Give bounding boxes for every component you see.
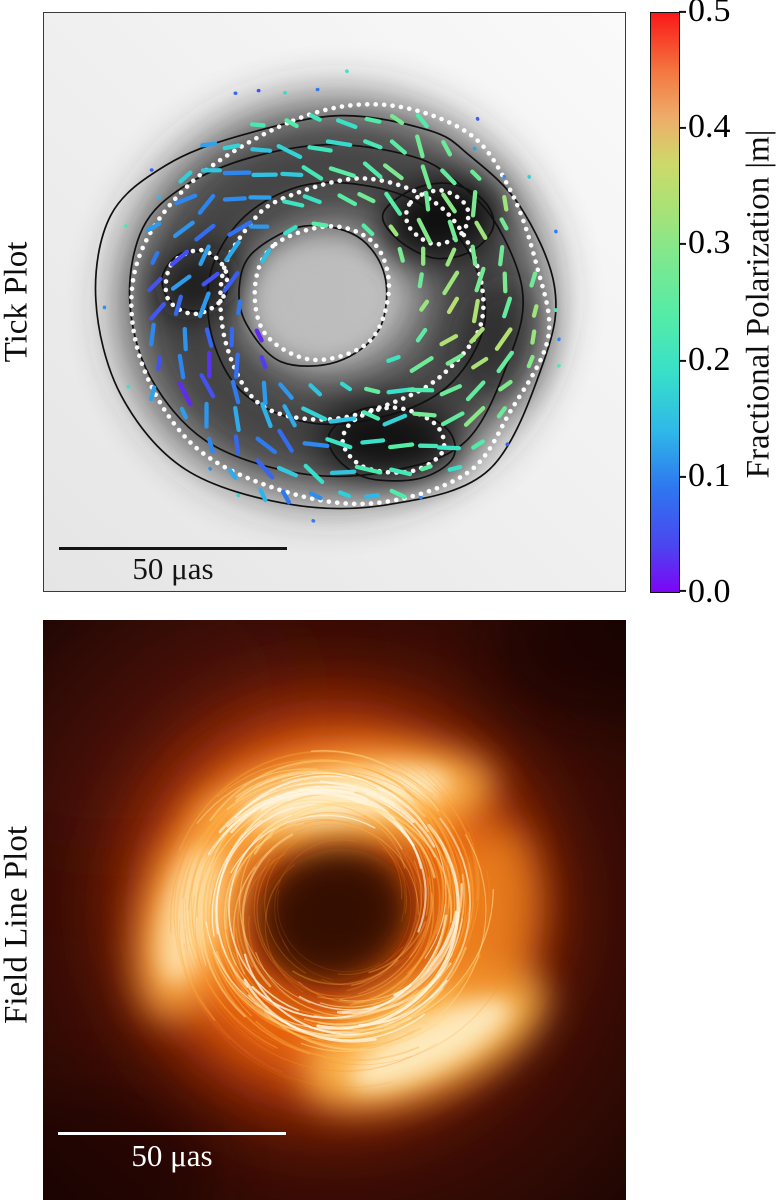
colorbar-tick-label: 0.1 (688, 457, 731, 495)
colorbar-tick-mark (679, 475, 686, 479)
scalebar-label: 50 μas (131, 1138, 213, 1173)
field-line-panel: 50 μas (43, 620, 626, 1200)
scalebar-line (59, 547, 287, 550)
field-line-plot-title: Field Line Plot (0, 826, 35, 1024)
colorbar-tick-label: 0.3 (688, 224, 731, 262)
colorbar-tick-mark (679, 242, 686, 246)
scalebar-label: 50 μas (132, 551, 214, 586)
colorbar-tick-label: 0.5 (688, 0, 731, 30)
tick-plot-title: Tick Plot (0, 241, 35, 363)
colorbar-tick-label: 0.4 (688, 108, 731, 146)
colorbar-axis-label: Fractional Polarization |m| (740, 129, 777, 479)
scalebar-line (58, 1132, 286, 1135)
tick-plot-panel: 50 μas (43, 12, 626, 592)
colorbar-tick-mark (679, 126, 686, 130)
field-line-canvas (43, 620, 626, 1200)
colorbar (650, 12, 680, 593)
colorbar-tick-label: 0.0 (688, 573, 731, 611)
tick-plot-canvas (44, 13, 625, 591)
colorbar-tick-label: 0.2 (688, 341, 731, 379)
colorbar-tick-mark (679, 589, 686, 593)
colorbar-tick-mark (679, 359, 686, 363)
colorbar-tick-mark (679, 10, 686, 14)
